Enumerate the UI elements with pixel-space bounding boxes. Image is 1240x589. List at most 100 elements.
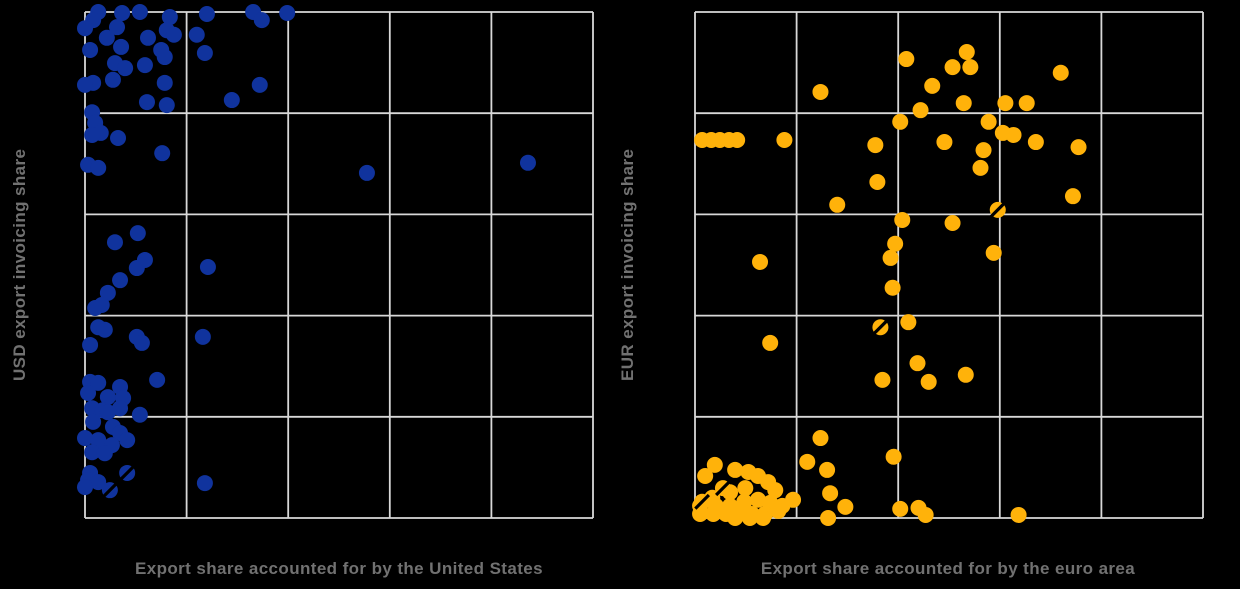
usd-scatter-plot-area	[77, 4, 594, 519]
scatter-point	[154, 145, 171, 162]
scatter-point	[196, 44, 213, 61]
scatter-point	[706, 456, 723, 473]
scatter-point	[279, 5, 296, 22]
scatter-point	[972, 159, 989, 176]
scatter-point	[90, 474, 107, 491]
scatter-point	[822, 485, 839, 502]
scatter-point	[997, 95, 1014, 112]
scatter-point	[112, 272, 129, 289]
scatter-point	[199, 259, 216, 276]
scatter-point	[90, 159, 107, 176]
scatter-point-slash	[101, 482, 118, 499]
scatter-point	[119, 432, 136, 449]
scatter-point	[110, 129, 127, 146]
scatter-point	[697, 468, 714, 485]
scatter-point	[114, 5, 131, 22]
scatter-point	[767, 482, 784, 499]
scatter-point	[736, 493, 753, 510]
scatter-point	[133, 334, 150, 351]
scatter-point	[149, 371, 166, 388]
scatter-point	[99, 404, 116, 421]
scatter-point	[131, 4, 148, 20]
scatter-point	[90, 374, 107, 391]
scatter-point	[129, 225, 146, 242]
scatter-point	[109, 19, 126, 36]
scatter-point	[727, 510, 744, 526]
scatter-point	[112, 400, 129, 417]
scatter-point	[84, 126, 101, 143]
scatter-point	[884, 279, 901, 296]
scatter-point	[705, 505, 722, 522]
eur-y-axis-label: EUR export invoicing share	[618, 148, 637, 382]
scatter-point	[898, 51, 915, 68]
scatter-point	[1064, 188, 1081, 205]
scatter-point	[104, 71, 121, 88]
eur-x-axis-label: Export share accounted for by the euro a…	[760, 559, 1136, 578]
scatter-point	[77, 20, 93, 37]
scatter-point-slash	[872, 319, 889, 336]
scatter-point	[812, 83, 829, 100]
scatter-point	[944, 59, 961, 76]
scatter-point-slash	[989, 201, 1006, 218]
scatter-point	[77, 76, 93, 93]
scatter-point	[958, 43, 975, 60]
scatter-point	[77, 430, 93, 447]
scatter-point	[84, 444, 101, 461]
scatter-point	[223, 92, 240, 109]
scatter-point	[99, 284, 116, 301]
scatter-point	[85, 413, 102, 430]
scatter-point	[138, 94, 155, 111]
scatter-point	[77, 479, 93, 496]
scatter-point	[944, 215, 961, 232]
scatter-point	[1052, 64, 1069, 81]
scatter-point	[128, 260, 145, 277]
scatter-point	[519, 154, 536, 171]
scatter-point	[885, 448, 902, 465]
scatter-point	[887, 235, 904, 252]
scatter-point	[762, 334, 779, 351]
scatter-point	[894, 211, 911, 228]
scatter-point	[874, 371, 891, 388]
scatter-point	[867, 137, 884, 154]
scatter-point	[924, 77, 941, 94]
scatter-point	[955, 95, 972, 112]
scatter-point	[900, 314, 917, 331]
scatter-point	[892, 113, 909, 130]
scatter-point	[912, 102, 929, 119]
scatter-point	[920, 373, 937, 390]
scatter-point	[358, 164, 375, 181]
scatter-point	[188, 26, 205, 43]
scatter-point-slash	[694, 493, 711, 510]
scatter-point	[1005, 126, 1022, 143]
scatter-point	[99, 389, 116, 406]
scatter-point	[161, 9, 178, 26]
scatter-point	[1018, 95, 1035, 112]
scatter-point	[962, 59, 979, 76]
scatter-point	[799, 453, 816, 470]
scatter-point	[917, 506, 934, 523]
scatter-point	[194, 328, 211, 345]
scatter-point	[96, 321, 113, 338]
scatter-point	[727, 461, 744, 478]
scatter-point	[980, 113, 997, 130]
scatter-point	[98, 29, 115, 46]
scatter-point	[1070, 139, 1087, 156]
scatter-point	[829, 196, 846, 213]
scatter-point	[93, 296, 110, 313]
scatter-point	[251, 76, 268, 93]
eur-scatter-plot-area	[692, 11, 1204, 526]
scatter-point	[869, 174, 886, 191]
scatter-point	[737, 480, 754, 497]
scatter-point	[136, 57, 153, 74]
scatter-point	[131, 406, 148, 423]
scatter-point	[770, 502, 787, 519]
scatter-point-slash	[119, 465, 136, 481]
scatter-point	[755, 510, 772, 526]
scatter-point	[729, 132, 746, 149]
scatter-point	[882, 249, 899, 266]
scatter-point	[741, 510, 758, 526]
scatter-point	[812, 430, 829, 447]
scatter-point	[752, 253, 769, 270]
scatter-point	[749, 491, 766, 508]
